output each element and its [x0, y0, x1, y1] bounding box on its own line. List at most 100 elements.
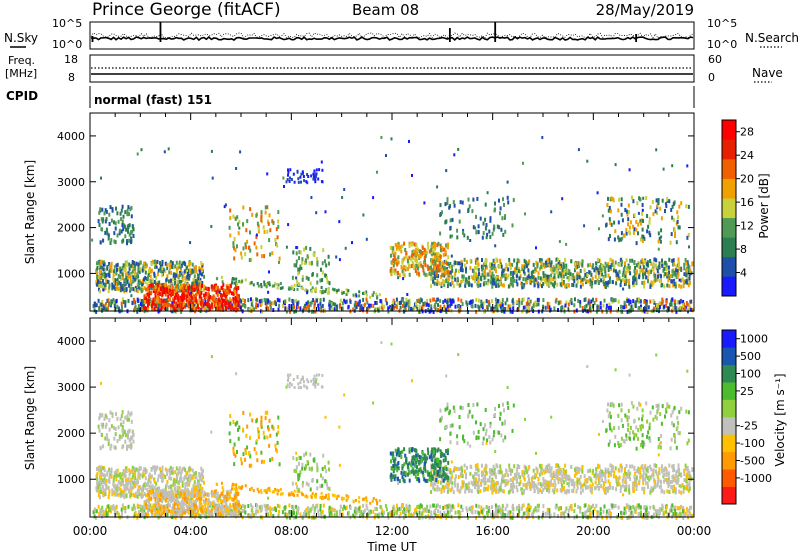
power-cell	[637, 264, 640, 269]
velocity-cell	[507, 510, 510, 515]
power-cell	[440, 284, 443, 289]
power-cell	[512, 198, 515, 202]
power-cell	[589, 306, 591, 311]
power-cell	[203, 284, 206, 289]
power-cell	[99, 270, 101, 275]
power-cell	[116, 304, 119, 309]
power-cell	[306, 291, 309, 295]
velocity-cell	[113, 509, 116, 514]
power-cell	[492, 278, 495, 283]
velocity-cell	[365, 503, 368, 508]
power-cell	[441, 246, 444, 251]
power-cell	[502, 283, 505, 288]
power-cell	[626, 299, 629, 304]
power-cell	[292, 172, 295, 176]
power-cell	[192, 287, 194, 292]
velocity-cell	[675, 515, 678, 520]
power-cell	[228, 225, 231, 230]
power-cell	[549, 276, 552, 281]
power-cell	[265, 283, 268, 287]
power-cell	[145, 299, 147, 304]
power-cell	[393, 256, 396, 261]
power-cell	[615, 281, 618, 286]
velocity-cell	[497, 509, 500, 514]
power-cell	[434, 269, 437, 274]
power-cell	[396, 260, 398, 265]
power-cell	[468, 204, 471, 209]
power-cell	[443, 282, 446, 287]
power-cell	[605, 303, 608, 308]
power-cell	[533, 269, 536, 274]
velocity-cell	[253, 513, 256, 518]
power-cell	[120, 270, 123, 275]
power-cell	[234, 295, 237, 300]
velocity-cell	[477, 504, 480, 509]
power-cell	[579, 300, 582, 305]
power-cell	[306, 254, 309, 259]
power-cell	[266, 172, 269, 176]
power-cell	[192, 269, 195, 274]
velocity-cell	[375, 507, 378, 511]
power-cell	[216, 285, 219, 290]
power-cell	[223, 298, 226, 303]
velocity-cell	[119, 480, 122, 485]
power-cell	[320, 305, 323, 310]
power-cell	[141, 303, 143, 308]
power-cell	[663, 267, 666, 271]
power-cell	[235, 167, 238, 170]
power-cell	[609, 306, 612, 311]
power-cell	[233, 277, 236, 281]
velocity-cell	[313, 510, 316, 515]
velocity-cell	[292, 505, 295, 510]
freq-left-tick-top: 18	[64, 53, 78, 66]
power-cell	[295, 246, 298, 249]
power-cell	[180, 283, 183, 288]
power-cell	[298, 250, 301, 255]
power-cell	[237, 231, 240, 236]
power-cell	[288, 309, 291, 314]
velocity-cell	[108, 479, 111, 484]
power-cell	[359, 308, 362, 312]
power-cell	[98, 306, 101, 311]
velocity-cell	[663, 510, 666, 515]
velocity-cell	[344, 506, 347, 511]
power-cell	[657, 201, 660, 205]
power-cell	[432, 279, 435, 284]
power-cell	[499, 305, 502, 310]
power-cell	[132, 275, 135, 280]
power-cell	[107, 233, 110, 238]
velocity-cell	[608, 508, 611, 513]
power-cell	[482, 282, 485, 287]
power-cell	[310, 174, 313, 178]
power-cell	[312, 177, 315, 181]
power-cell	[95, 309, 98, 314]
power-cell	[188, 292, 191, 297]
power-cell	[439, 254, 442, 259]
power-cell	[637, 222, 640, 227]
power-cell	[113, 303, 116, 308]
power-cell	[309, 302, 312, 307]
power-cell	[674, 281, 677, 286]
power-cell	[446, 300, 449, 305]
freq-left-label-2: [MHz]	[5, 67, 37, 80]
velocity-cell	[137, 510, 140, 514]
power-cell	[174, 302, 177, 307]
power-cell	[646, 275, 649, 280]
power-cell	[446, 270, 449, 275]
velocity-cell	[131, 506, 134, 511]
power-cell	[327, 254, 330, 259]
power-cell	[260, 214, 263, 219]
power-cell	[515, 265, 518, 270]
power-cell	[490, 299, 493, 304]
power-cell	[197, 276, 200, 281]
power-cell	[208, 296, 210, 301]
power-cell	[557, 264, 560, 269]
power-cell	[635, 281, 638, 286]
power-cell	[260, 254, 263, 259]
power-cell	[664, 202, 667, 206]
velocity-cell	[299, 512, 302, 517]
velocity-cell	[149, 480, 152, 485]
power-cell	[170, 270, 173, 275]
power-cell	[683, 266, 686, 271]
power-cell	[449, 225, 452, 230]
